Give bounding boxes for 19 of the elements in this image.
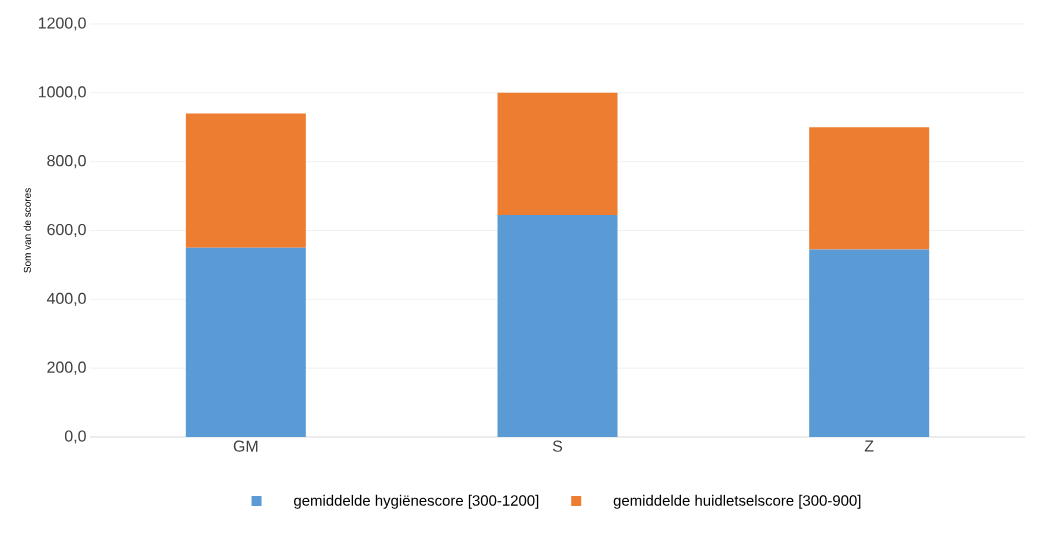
legend-label: gemiddelde huidletselscore [300-900] [613,494,861,509]
y-tick-label: 600,0 [47,223,86,238]
bar [497,92,618,215]
x-tick-label: GM [233,440,258,452]
x-tick-label: S [552,440,563,452]
bar [497,215,618,437]
y-tick-label: 800,0 [47,155,86,169]
bar [185,247,306,437]
y-tick-label: 1200,0 [38,17,86,31]
bar [809,249,930,437]
y-tick-label: 200,0 [47,361,86,375]
y-tick-label: 0,0 [64,430,86,444]
y-axis-title: Som van de scores [23,188,31,273]
x-tick-label: Z [864,440,874,452]
bar [185,113,306,248]
legend-label: gemiddelde hygiënescore [300-1200] [294,494,539,509]
y-tick-label: 1000,0 [38,86,86,100]
y-tick-label: 400,0 [46,292,86,306]
bar [809,127,930,250]
